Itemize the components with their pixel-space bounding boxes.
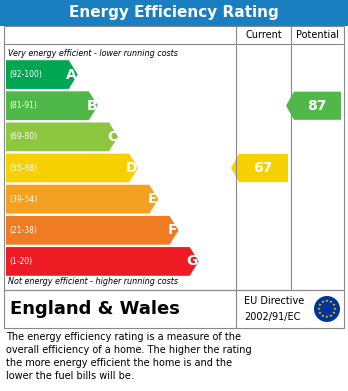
Polygon shape (6, 122, 118, 151)
Circle shape (314, 296, 340, 322)
Polygon shape (286, 91, 341, 120)
Text: 87: 87 (307, 99, 326, 113)
Text: the more energy efficient the home is and the: the more energy efficient the home is an… (6, 358, 232, 368)
Text: D: D (126, 161, 137, 175)
Text: Potential: Potential (296, 30, 339, 40)
Bar (0, 0, 348, 26)
Text: ★: ★ (318, 303, 322, 307)
Text: 67: 67 (253, 161, 272, 175)
Text: ★: ★ (321, 300, 325, 304)
Text: Current: Current (245, 30, 282, 40)
Text: ★: ★ (317, 307, 321, 311)
Text: Very energy efficient - lower running costs: Very energy efficient - lower running co… (8, 50, 178, 59)
Polygon shape (6, 185, 158, 213)
Bar (4, 26, 344, 290)
Polygon shape (6, 247, 199, 276)
Polygon shape (6, 60, 78, 89)
Polygon shape (6, 91, 98, 120)
Text: (69-80): (69-80) (9, 133, 37, 142)
Text: ★: ★ (333, 307, 337, 311)
Text: The energy efficiency rating is a measure of the: The energy efficiency rating is a measur… (6, 332, 241, 342)
Bar (4, 290, 344, 328)
Text: E: E (148, 192, 157, 206)
Text: ★: ★ (321, 314, 325, 318)
Text: C: C (107, 130, 117, 144)
Polygon shape (6, 154, 138, 182)
Text: Energy Efficiency Rating: Energy Efficiency Rating (69, 5, 279, 20)
Text: (39-54): (39-54) (9, 195, 37, 204)
Text: overall efficiency of a home. The higher the rating: overall efficiency of a home. The higher… (6, 345, 252, 355)
Text: 2002/91/EC: 2002/91/EC (244, 312, 300, 322)
Text: EU Directive: EU Directive (244, 296, 304, 306)
Text: ★: ★ (325, 299, 329, 303)
Polygon shape (6, 216, 179, 245)
Text: lower the fuel bills will be.: lower the fuel bills will be. (6, 371, 134, 381)
Text: ★: ★ (332, 303, 336, 307)
Text: (81-91): (81-91) (9, 101, 37, 110)
Text: B: B (86, 99, 97, 113)
Text: England & Wales: England & Wales (10, 300, 180, 318)
Text: A: A (66, 68, 77, 82)
Text: G: G (186, 255, 198, 269)
Text: (21-38): (21-38) (9, 226, 37, 235)
Text: (55-68): (55-68) (9, 163, 37, 172)
Text: (92-100): (92-100) (9, 70, 42, 79)
Text: F: F (168, 223, 177, 237)
Text: ★: ★ (332, 311, 336, 315)
Text: ★: ★ (318, 311, 322, 315)
Text: ★: ★ (329, 314, 333, 318)
Polygon shape (231, 154, 288, 182)
Text: ★: ★ (325, 315, 329, 319)
Text: Not energy efficient - higher running costs: Not energy efficient - higher running co… (8, 276, 178, 285)
Text: ★: ★ (329, 300, 333, 304)
Text: (1-20): (1-20) (9, 257, 32, 266)
